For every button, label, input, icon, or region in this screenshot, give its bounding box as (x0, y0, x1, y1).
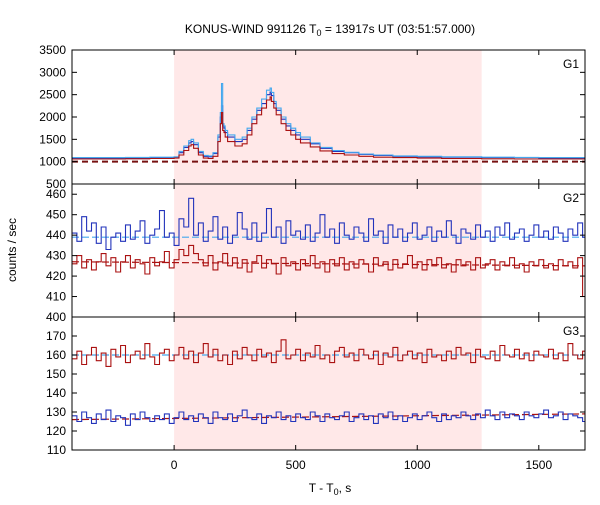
y-tick-label-g3: 150 (46, 367, 66, 381)
y-tick-label-g3: 110 (47, 443, 66, 457)
x-axis-label-prefix: T - T (309, 481, 335, 495)
panel-frame-g3 (71, 316, 586, 451)
x-tick-label: 1500 (525, 458, 552, 472)
panel-label-g1: G1 (563, 57, 579, 71)
y-tick-label-g2: 460 (46, 187, 66, 201)
series-g2-measured_a (72, 197, 585, 251)
shaded-interval-g3 (174, 317, 482, 450)
y-tick-label-g2: 400 (46, 310, 66, 324)
x-axis-label: T - T0, s (309, 481, 352, 497)
fit-line-lower-g3 (71, 413, 586, 421)
y-tick-label-g2: 420 (46, 269, 66, 283)
y-tick-label-g3: 160 (46, 348, 66, 362)
y-tick-label-g3: 140 (46, 386, 66, 400)
y-tick-label-g2: 440 (46, 228, 66, 242)
x-tick-label: 500 (286, 458, 306, 472)
y-tick-label-g2: 430 (46, 249, 66, 263)
chart-title-suffix: = 13917s UT (03:51:57.000) (322, 22, 476, 36)
chart-title: KONUS-WIND 991126 T0 = 13917s UT (03:51:… (185, 22, 475, 38)
panels-group: 500100015002000250030003500G140041042043… (39, 43, 586, 472)
y-tick-label-g1: 2500 (39, 88, 66, 102)
series-g1-measured_c (72, 96, 585, 160)
chart-title-prefix: KONUS-WIND 991126 T (185, 22, 317, 36)
y-tick-label-g2: 410 (46, 290, 66, 304)
fit-line-lower-g2 (71, 261, 586, 267)
y-tick-label-g1: 3000 (39, 65, 66, 79)
series-g1-measured_b (72, 82, 585, 159)
panel-label-g3: G3 (563, 324, 579, 338)
y-tick-label-g3: 120 (46, 424, 66, 438)
series-g3-measured_a (72, 409, 585, 426)
series-g3-measured_c (72, 339, 585, 367)
chart-title-subscript: 0 (317, 28, 322, 38)
y-tick-label-g1: 1000 (39, 155, 66, 169)
y-tick-label-g1: 500 (46, 177, 66, 191)
y-axis-label: counts / sec (5, 218, 19, 282)
x-tick-label: 0 (171, 458, 178, 472)
y-tick-label-g3: 130 (46, 405, 66, 419)
panel-label-g2: G2 (563, 191, 579, 205)
x-axis-label-subscript: 0 (334, 487, 339, 497)
shaded-interval-g2 (174, 184, 482, 317)
y-tick-label-g1: 3500 (39, 43, 66, 57)
x-axis-label-suffix: , s (339, 481, 352, 495)
y-tick-label-g1: 2000 (39, 110, 66, 124)
y-tick-label-g3: 170 (46, 329, 66, 343)
series-g2-measured_c (72, 244, 585, 298)
y-tick-label-g2: 450 (46, 208, 66, 222)
x-tick-label: 1000 (404, 458, 431, 472)
y-tick-label-g1: 1500 (39, 132, 66, 146)
